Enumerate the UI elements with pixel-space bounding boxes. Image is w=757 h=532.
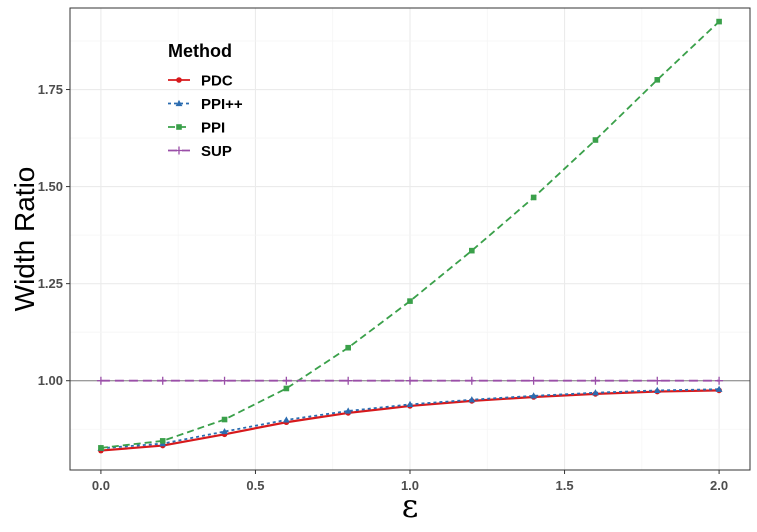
- x-tick-label: 1.5: [556, 478, 574, 493]
- legend-swatch-marker: [175, 146, 183, 155]
- x-axis-label: ε: [402, 487, 419, 525]
- data-point-ppiplusplus: [530, 392, 538, 399]
- legend-item-pdc: PDC: [168, 73, 233, 90]
- data-point-ppi: [654, 77, 661, 83]
- legend-label: PDC: [201, 73, 233, 90]
- legend-swatch-marker: [176, 77, 182, 83]
- data-point-sup: [220, 376, 229, 385]
- y-tick-label: 1.00: [38, 373, 63, 388]
- data-point-ppiplusplus: [406, 400, 414, 407]
- series-ppi: [98, 18, 722, 451]
- data-point-sup: [653, 376, 662, 385]
- axes: 0.0 0.5 1.0 1.5 2.0 1.00 1.25 1.50 1.75: [38, 82, 728, 493]
- data-point-ppi: [469, 247, 475, 254]
- legend-label: SUP: [201, 143, 232, 160]
- x-tick-label: 1.0: [401, 478, 419, 493]
- series-layer: [96, 18, 724, 454]
- data-point-ppi: [159, 438, 166, 444]
- y-axis-label: Width Ratio: [9, 167, 40, 312]
- y-tick-label: 1.50: [38, 179, 63, 194]
- data-point-sup: [282, 376, 291, 385]
- data-point-ppi: [283, 385, 290, 392]
- data-point-sup: [406, 376, 414, 385]
- data-point-ppiplusplus: [653, 386, 661, 394]
- y-tick-label: 1.25: [38, 276, 63, 291]
- data-point-ppiplusplus: [592, 389, 599, 396]
- data-point-sup: [158, 376, 167, 385]
- data-point-ppi: [407, 298, 413, 304]
- legend-item-sup: SUP: [168, 143, 232, 160]
- data-point-ppi: [592, 137, 599, 143]
- legend-item-ppiplusplus: PPI++: [168, 96, 243, 113]
- data-point-sup: [96, 376, 105, 385]
- series-ppiplusplus: [97, 385, 723, 451]
- legend: Method PDC PPI++ PPI SUP: [168, 41, 243, 160]
- legend-title: Method: [168, 41, 232, 61]
- data-point-ppi: [530, 194, 537, 201]
- series-sup: [96, 376, 724, 385]
- y-tick-label: 1.75: [38, 82, 63, 97]
- data-point-ppiplusplus: [715, 385, 723, 392]
- series-line-ppi: [100, 20, 720, 449]
- data-point-ppi: [98, 445, 104, 451]
- data-point-ppiplusplus: [468, 396, 476, 403]
- legend-swatch-marker: [176, 124, 182, 130]
- data-point-ppi: [221, 416, 228, 423]
- x-tick-label: 0.5: [246, 478, 264, 493]
- legend-swatch-marker: [175, 99, 183, 107]
- data-point-sup: [529, 376, 538, 385]
- data-point-ppi: [716, 18, 722, 25]
- data-point-ppi: [345, 344, 351, 351]
- x-tick-label: 2.0: [710, 478, 728, 493]
- legend-label: PPI++: [201, 96, 243, 113]
- data-point-sup: [467, 376, 476, 385]
- x-tick-label: 0.0: [92, 478, 110, 493]
- data-point-sup: [344, 376, 353, 385]
- data-point-ppiplusplus: [344, 407, 352, 414]
- data-point-ppiplusplus: [282, 416, 290, 423]
- data-point-ppiplusplus: [221, 427, 228, 435]
- data-point-sup: [715, 376, 724, 385]
- legend-label: PPI: [201, 120, 225, 137]
- data-point-sup: [591, 376, 600, 385]
- legend-item-ppi: PPI: [168, 120, 225, 137]
